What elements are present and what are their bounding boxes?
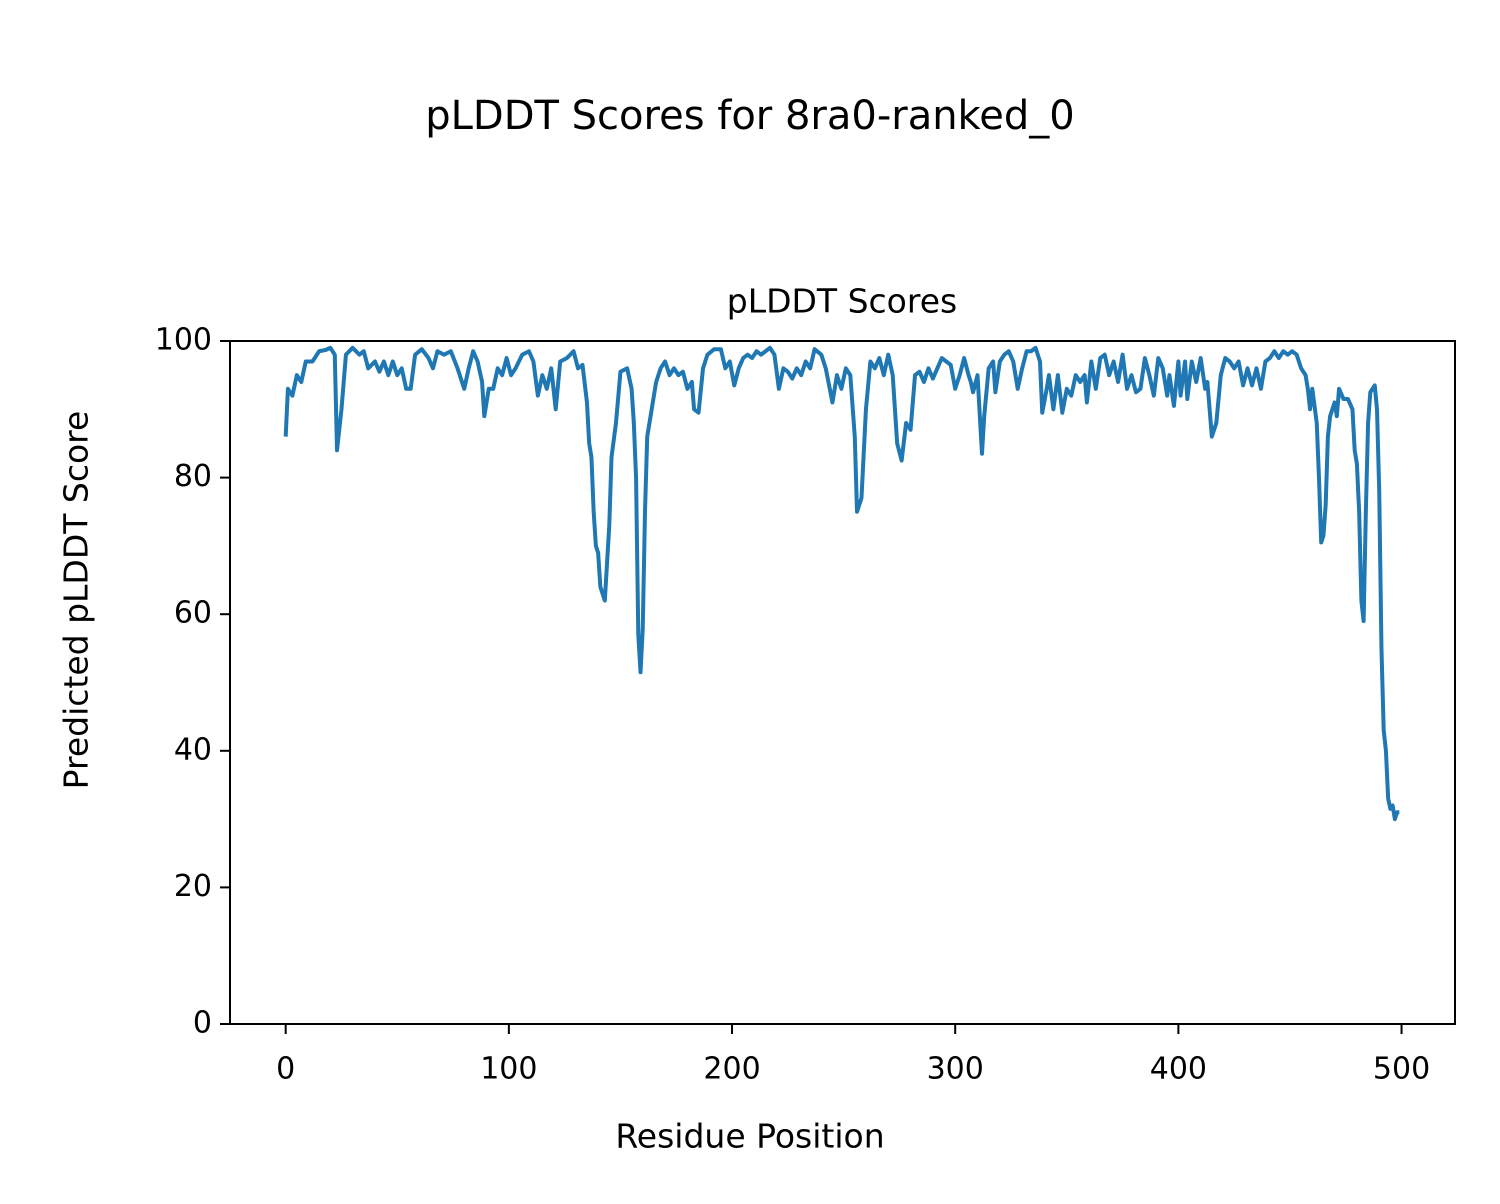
chart-title: pLDDT Scores for 8ra0-ranked_0: [425, 93, 1075, 139]
x-tick-label: 300: [927, 1052, 984, 1087]
y-tick-label: 60: [174, 596, 212, 631]
y-tick-label: 100: [155, 323, 212, 358]
x-tick-label: 100: [480, 1052, 537, 1087]
y-tick-label: 20: [174, 869, 212, 904]
plot-frame: [229, 340, 1456, 1025]
y-axis-label: Predicted pLDDT Score: [57, 411, 96, 790]
x-tick-label: 0: [276, 1052, 295, 1087]
axes-title: pLDDT Scores: [727, 282, 957, 321]
y-tick-label: 40: [174, 732, 212, 767]
x-tick-label: 200: [703, 1052, 760, 1087]
x-axis-label: Residue Position: [615, 1117, 884, 1156]
x-tick-label: 400: [1150, 1052, 1207, 1087]
series-line: [283, 345, 1400, 822]
y-tick-label: 0: [193, 1006, 212, 1041]
y-tick-label: 80: [174, 459, 212, 494]
x-tick-label: 500: [1373, 1052, 1430, 1087]
